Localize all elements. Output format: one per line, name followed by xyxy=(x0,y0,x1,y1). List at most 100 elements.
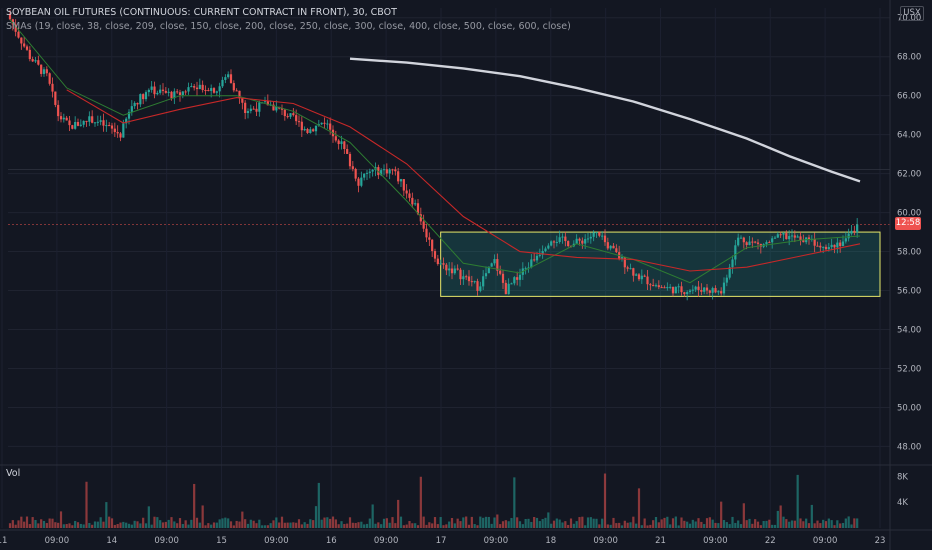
volume-bar xyxy=(11,520,14,528)
candle xyxy=(632,268,635,276)
candle xyxy=(105,125,108,127)
price-tick-label: 60.00 xyxy=(897,209,921,219)
volume-bar xyxy=(459,521,462,528)
volume-bar xyxy=(399,516,403,528)
symbol-title[interactable]: SOYBEAN OIL FUTURES (CONTINUOUS: CURRENT… xyxy=(6,7,397,18)
candle xyxy=(717,291,720,293)
volume-bar xyxy=(680,517,683,528)
volume-bar xyxy=(201,505,204,528)
candle xyxy=(142,94,145,100)
price-tick-label: 62.00 xyxy=(897,170,921,180)
candle xyxy=(119,133,122,138)
candle xyxy=(796,236,799,238)
volume-pane-label[interactable]: Vol xyxy=(6,468,21,479)
volume-bar xyxy=(156,517,159,528)
candle xyxy=(161,89,165,91)
candle xyxy=(686,292,689,295)
volume-bar xyxy=(59,511,63,528)
volume-bar xyxy=(507,521,510,528)
candle xyxy=(204,90,207,92)
candle xyxy=(428,237,431,240)
volume-bar xyxy=(343,523,346,528)
candle xyxy=(643,275,646,277)
candle xyxy=(824,246,828,250)
candle xyxy=(779,234,782,236)
volume-bar xyxy=(108,516,111,528)
candle xyxy=(252,108,255,110)
time-tick-label: 18 xyxy=(545,536,556,546)
volume-bar xyxy=(484,516,488,528)
volume-bar xyxy=(414,523,417,528)
candle xyxy=(360,177,363,186)
candle xyxy=(533,259,536,261)
indicator-legend[interactable]: SMAs (19, close, 38, close, 209, close, … xyxy=(6,21,571,32)
volume-bar xyxy=(609,524,612,528)
range-rectangle xyxy=(440,231,881,297)
volume-bar xyxy=(518,521,522,528)
volume-bar xyxy=(411,523,414,528)
candle xyxy=(195,87,199,90)
volume-bar xyxy=(802,521,805,528)
volume-bar xyxy=(388,522,391,528)
candle xyxy=(442,263,445,265)
volume-bar xyxy=(374,523,377,528)
volume-bar xyxy=(844,518,847,528)
candle xyxy=(765,242,768,245)
volume-bar xyxy=(731,516,734,528)
volume-bar xyxy=(42,520,46,528)
candle xyxy=(178,92,182,96)
volume-bar xyxy=(76,522,80,528)
volume-bar xyxy=(637,488,641,528)
candle xyxy=(524,268,527,270)
volume-bar xyxy=(249,519,252,528)
volume-bar xyxy=(496,514,499,528)
candle xyxy=(660,287,663,289)
volume-bar xyxy=(346,523,349,528)
volume-bar xyxy=(612,517,615,528)
candle xyxy=(436,258,439,264)
candle xyxy=(348,153,352,167)
volume-bar xyxy=(555,518,558,528)
candle xyxy=(113,128,116,133)
candle xyxy=(91,116,94,123)
candle xyxy=(275,106,278,111)
volume-bar xyxy=(799,518,802,528)
candle xyxy=(453,268,456,274)
volume-bar xyxy=(280,516,284,528)
volume-bar xyxy=(295,522,298,528)
volume-bar xyxy=(465,516,468,528)
chart-legend: SOYBEAN OIL FUTURES (CONTINUOUS: CURRENT… xyxy=(6,6,571,34)
candle xyxy=(839,242,842,247)
volume-bar xyxy=(17,520,20,528)
price-tick-label: 52.00 xyxy=(897,364,921,374)
volume-bar xyxy=(771,524,774,528)
candle xyxy=(433,251,437,259)
currency-badge[interactable]: USX xyxy=(900,6,924,21)
candle xyxy=(286,116,289,118)
candle xyxy=(456,268,459,270)
volume-bar xyxy=(320,519,323,528)
candle xyxy=(813,238,816,246)
volume-bar xyxy=(382,518,386,528)
volume-bar xyxy=(671,518,675,528)
volume-bar xyxy=(629,522,632,528)
candle xyxy=(190,86,193,88)
candle xyxy=(550,241,553,246)
candle xyxy=(674,286,677,294)
volume-bar xyxy=(428,522,431,528)
volume-bar xyxy=(227,518,230,528)
candle xyxy=(79,124,82,126)
volume-bar xyxy=(91,524,94,528)
candle xyxy=(153,86,156,95)
candle xyxy=(354,168,357,179)
candle xyxy=(793,235,796,238)
volume-bar xyxy=(8,523,12,528)
volume-bar xyxy=(292,522,295,528)
candle xyxy=(337,140,340,145)
volume-bar xyxy=(711,519,714,528)
volume-bar xyxy=(377,522,380,528)
volume-bar xyxy=(193,483,196,528)
volume-bar xyxy=(85,481,88,528)
volume-bar xyxy=(493,517,496,528)
